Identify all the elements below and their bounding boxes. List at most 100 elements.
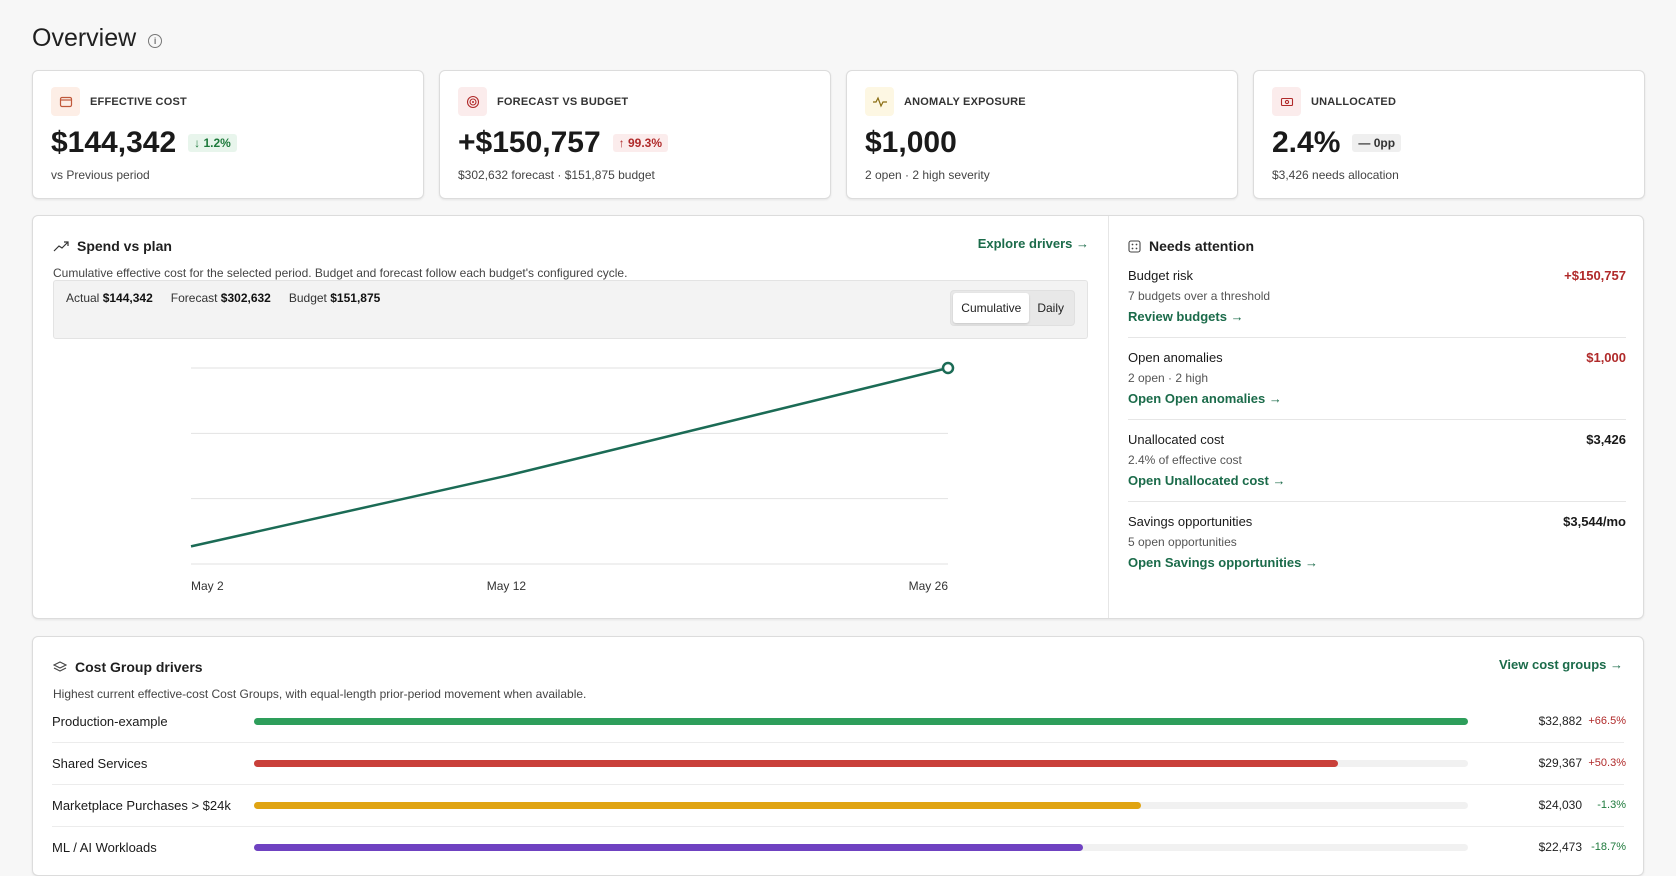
checklist-icon xyxy=(1128,239,1141,253)
delta-badge: — 0pp xyxy=(1352,134,1402,152)
cost-group-drivers-panel: Cost Group drivers View cost groups → Hi… xyxy=(32,636,1644,876)
drivers-title: Cost Group drivers xyxy=(75,659,203,675)
spend-vs-plan-section: Spend vs plan Explore drivers → Cumulati… xyxy=(33,216,1109,618)
info-icon[interactable]: i xyxy=(148,33,163,48)
link-label: Open Savings opportunities xyxy=(1128,555,1302,570)
explore-drivers-link[interactable]: Explore drivers → xyxy=(978,236,1089,251)
driver-name: ML / AI Workloads xyxy=(52,839,157,855)
driver-amount: $24,030 xyxy=(1538,798,1582,812)
arrow-right-icon: → xyxy=(1272,473,1286,488)
driver-row[interactable]: Marketplace Purchases > $24k $24,030 -1.3% xyxy=(52,795,1626,815)
driver-bar-track xyxy=(254,718,1468,725)
arrow-right-icon: → xyxy=(1268,391,1282,406)
chart-legend-bar: Actual $144,342 Forecast $302,632 Budget… xyxy=(53,280,1088,339)
item-title: Open anomalies xyxy=(1128,350,1223,365)
attention-item-open-anomalies: Open anomalies $1,000 2 open · 2 high Ope… xyxy=(1128,350,1626,408)
spend-description: Cumulative effective cost for the select… xyxy=(53,266,628,280)
item-subtext: 2.4% of effective cost xyxy=(1128,453,1242,467)
driver-delta: -18.7% xyxy=(1591,841,1626,853)
link-label: Review budgets xyxy=(1128,309,1227,324)
kpi-card-forecast-vs-budget: FORECAST VS BUDGET +$150,757 ↑ 99.3% $30… xyxy=(439,70,831,199)
open-unallocated-cost-link[interactable]: Open Unallocated cost → xyxy=(1128,473,1286,488)
item-title: Savings opportunities xyxy=(1128,514,1253,529)
link-label: Explore drivers xyxy=(977,236,1073,251)
actual-series-line xyxy=(190,366,949,548)
kpi-card-effective-cost: EFFECTIVE COST $144,342 ↓ 1.2% vs Previo… xyxy=(32,70,424,199)
kpi-label: ANOMALY EXPOSURE xyxy=(904,95,1026,108)
cash-icon xyxy=(1272,87,1301,116)
delta-value: 1.2% xyxy=(203,136,231,150)
open-savings-opportunities-link[interactable]: Open Savings opportunities → xyxy=(1128,555,1318,570)
wallet-icon xyxy=(51,87,80,116)
toggle-cumulative[interactable]: Cumulative xyxy=(953,293,1030,323)
view-cost-groups-link[interactable]: View cost groups → xyxy=(1499,657,1623,672)
driver-name: Marketplace Purchases > $24k xyxy=(52,797,231,813)
open-anomalies-link[interactable]: Open Open anomalies → xyxy=(1128,391,1282,406)
driver-delta: +66.5% xyxy=(1588,715,1626,727)
divider xyxy=(1128,419,1626,420)
kpi-label: FORECAST VS BUDGET xyxy=(497,95,629,108)
kpi-subtext: vs Previous period xyxy=(51,168,150,182)
driver-bar-track xyxy=(254,760,1468,767)
drivers-title-row: Cost Group drivers xyxy=(53,659,203,675)
needs-attention-section: Needs attention Budget risk +$150,757 7 b… xyxy=(1109,216,1645,618)
driver-bar xyxy=(254,802,1142,809)
driver-delta: -1.3% xyxy=(1597,799,1626,811)
attention-title: Needs attention xyxy=(1149,238,1255,254)
attention-item-savings-opportunities: Savings opportunities $3,544/mo 5 open op… xyxy=(1128,514,1626,572)
arrow-up-icon: ↑ xyxy=(618,136,628,150)
item-subtext: 5 open opportunities xyxy=(1128,535,1237,549)
kpi-subtext: $302,632 forecast · $151,875 budget xyxy=(458,168,655,182)
attention-title-row: Needs attention xyxy=(1128,238,1254,254)
driver-amount: $32,882 xyxy=(1538,714,1582,728)
item-amount: $3,426 xyxy=(1586,432,1626,447)
legend-forecast: Forecast $302,632 xyxy=(171,291,271,305)
attention-item-budget-risk: Budget risk +$150,757 7 budgets over a th… xyxy=(1128,268,1626,326)
driver-name: Production-example xyxy=(52,713,168,729)
driver-row[interactable]: Production-example $32,882 +66.5% xyxy=(52,711,1626,731)
driver-delta: +50.3% xyxy=(1588,757,1626,769)
link-label: Open Open anomalies xyxy=(1128,391,1266,406)
kpi-card-anomaly-exposure: ANOMALY EXPOSURE $1,000 2 open · 2 high … xyxy=(846,70,1238,199)
driver-row[interactable]: Shared Services $29,367 +50.3% xyxy=(52,753,1626,773)
legend-value: $302,632 xyxy=(220,291,271,305)
kpi-subtext: 2 open · 2 high severity xyxy=(865,168,990,182)
driver-bar xyxy=(254,760,1339,767)
legend-value: $151,875 xyxy=(330,291,381,305)
page-header: Overview i xyxy=(32,24,163,53)
legend-value: $144,342 xyxy=(102,291,153,305)
review-budgets-link[interactable]: Review budgets → xyxy=(1128,309,1244,324)
arrow-right-icon: → xyxy=(1076,236,1089,251)
driver-amount: $22,473 xyxy=(1538,840,1582,854)
layers-icon xyxy=(53,660,67,672)
driver-bar xyxy=(254,718,1468,725)
driver-name: Shared Services xyxy=(52,755,148,771)
kpi-subtext: $3,426 needs allocation xyxy=(1272,168,1399,182)
item-title: Unallocated cost xyxy=(1128,432,1225,447)
link-label: Open Unallocated cost xyxy=(1128,473,1269,488)
arrow-right-icon: → xyxy=(1230,309,1244,324)
x-tick-label: May 26 xyxy=(909,579,949,593)
pulse-icon xyxy=(865,87,894,116)
kpi-value: 2.4% xyxy=(1272,126,1341,159)
legend-budget: Budget $151,875 xyxy=(289,291,380,305)
kpi-card-unallocated: UNALLOCATED 2.4% — 0pp $3,426 needs allo… xyxy=(1253,70,1645,199)
driver-amount: $29,367 xyxy=(1538,756,1582,770)
item-amount: $1,000 xyxy=(1586,350,1626,365)
row-separator xyxy=(52,784,1624,785)
item-amount: +$150,757 xyxy=(1564,268,1626,283)
delta-badge: ↑ 99.3% xyxy=(612,134,669,152)
spend-title-row: Spend vs plan xyxy=(53,238,172,254)
item-subtext: 2 open · 2 high xyxy=(1128,371,1209,385)
kpi-value: $144,342 xyxy=(51,126,177,159)
toggle-daily[interactable]: Daily xyxy=(1037,301,1064,315)
driver-row[interactable]: ML / AI Workloads $22,473 -18.7% xyxy=(52,837,1626,857)
row-separator xyxy=(52,826,1624,827)
delta-badge: ↓ 1.2% xyxy=(188,134,237,152)
spend-title: Spend vs plan xyxy=(77,238,172,254)
arrow-right-icon: → xyxy=(1610,657,1623,672)
latest-point[interactable] xyxy=(941,361,955,375)
dash-icon: — xyxy=(1358,136,1374,150)
kpi-label: EFFECTIVE COST xyxy=(90,95,187,108)
page-title: Overview xyxy=(32,24,137,52)
